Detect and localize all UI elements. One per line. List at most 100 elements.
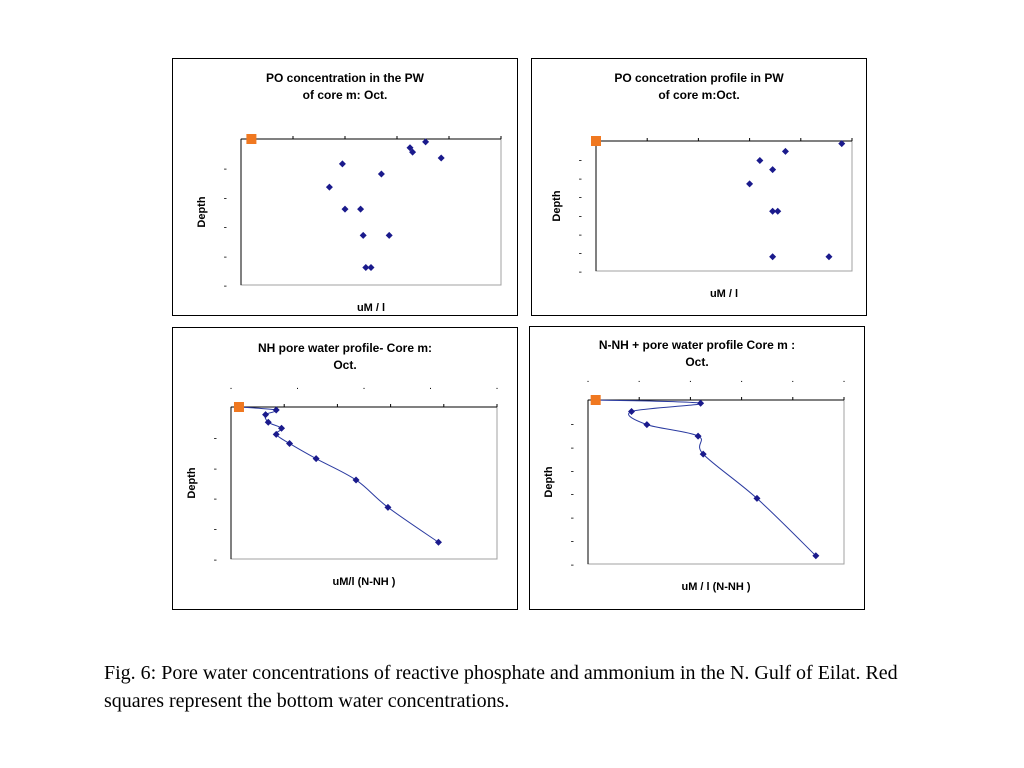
- chart-title-line-1: PO concentration in the PW: [265, 71, 424, 85]
- data-point: [769, 166, 777, 174]
- data-point: [338, 160, 346, 168]
- data-point: [262, 411, 270, 419]
- data-point: [437, 154, 445, 162]
- x-tick-label: .: [296, 381, 299, 392]
- data-point: [628, 407, 636, 415]
- data-point: [264, 418, 272, 426]
- y-axis-label: Depth: [196, 196, 208, 227]
- x-tick-label: .: [587, 374, 590, 385]
- y-tick-label: -: [579, 211, 582, 222]
- x-tick-label: .: [791, 374, 794, 385]
- x-axis-label: uM / l: [357, 302, 385, 314]
- y-tick-label: -: [579, 248, 582, 259]
- chart-title-line-2: of core m: Oct.: [302, 88, 388, 102]
- bottom-water-marker: [590, 395, 601, 405]
- chart-title: N-NH + pore water profile Core m : Oct.: [530, 337, 864, 371]
- y-tick-label: -: [224, 193, 227, 204]
- x-tick-label: .: [740, 374, 743, 385]
- data-point: [384, 503, 392, 511]
- chart-title-line-2: of core m:Oct.: [658, 88, 740, 102]
- y-tick-label: -: [579, 267, 582, 278]
- x-tick-label: .: [363, 381, 366, 392]
- chart-title-line-1: N-NH + pore water profile Core m :: [598, 338, 796, 352]
- y-tick-label: -: [571, 443, 574, 454]
- y-tick-label: -: [571, 466, 574, 477]
- data-point: [352, 476, 360, 484]
- x-axis-label: uM / l (N-NH ): [681, 581, 750, 593]
- data-point: [769, 207, 777, 215]
- y-tick-label: -: [224, 281, 227, 292]
- figure-caption: Fig. 6: Pore water concentrations of rea…: [104, 662, 898, 712]
- y-tick-label: -: [571, 419, 574, 430]
- y-tick-label: -: [571, 537, 574, 548]
- data-point: [756, 157, 764, 164]
- data-point: [769, 253, 777, 261]
- chart-panel-3: NH pore water profile- Core m: Oct. ....…: [172, 327, 518, 610]
- y-tick-label: -: [579, 230, 582, 241]
- chart-panel-1: PO concentration in the PW of core m: Oc…: [172, 58, 518, 316]
- chart-title: PO concentration in the PW of core m: Oc…: [173, 70, 517, 104]
- x-tick-label: .: [843, 374, 846, 385]
- data-point: [286, 439, 294, 447]
- data-point: [409, 148, 417, 156]
- chart-panel-2: PO concetration profile in PW of core m:…: [531, 58, 867, 316]
- chart-svg: - - - - - Depth uM / l: [196, 134, 502, 314]
- data-point: [643, 421, 651, 429]
- y-tick-label: -: [571, 490, 574, 501]
- data-point: [325, 183, 333, 191]
- y-tick-label: -: [214, 525, 217, 536]
- chart-title: PO concetration profile in PW of core m:…: [532, 70, 866, 104]
- chart-panel-4: N-NH + pore water profile Core m : Oct. …: [529, 326, 865, 610]
- data-point: [697, 399, 705, 407]
- y-tick-label: -: [579, 193, 582, 204]
- bottom-water-marker: [591, 136, 601, 146]
- data-point: [774, 207, 782, 215]
- x-axis-label: uM / l: [710, 288, 738, 300]
- data-point: [362, 263, 370, 271]
- data-point: [377, 170, 385, 178]
- x-axis-label: uM/l (N-NH ): [333, 576, 396, 588]
- y-tick-label: -: [571, 560, 574, 571]
- plot-area: [595, 140, 853, 272]
- y-tick-label: -: [214, 494, 217, 505]
- data-point: [746, 180, 754, 188]
- data-point: [278, 424, 286, 432]
- series-line: [238, 406, 439, 543]
- plot-area: [587, 399, 845, 565]
- data-point: [422, 138, 430, 146]
- y-tick-label: -: [579, 174, 582, 185]
- data-point: [272, 406, 280, 414]
- y-tick-label: -: [224, 164, 227, 175]
- y-axis-label: Depth: [551, 190, 563, 221]
- chart-svg: .... . - - - - - Depth uM/l (N-NH ): [186, 381, 499, 588]
- chart-svg: - - - - - - - Depth uM / l: [551, 136, 853, 300]
- y-axis-label: Depth: [186, 467, 198, 498]
- x-tick-label: .: [496, 381, 499, 392]
- series-line: [595, 399, 817, 557]
- y-axis-label: Depth: [543, 466, 555, 497]
- x-tick-label: .: [689, 374, 692, 385]
- data-point: [312, 455, 320, 463]
- data-point: [385, 231, 393, 239]
- x-tick-label: .: [638, 374, 641, 385]
- y-tick-label: -: [224, 223, 227, 234]
- y-tick-label: -: [214, 555, 217, 566]
- data-point: [357, 205, 365, 213]
- plot-area: [240, 138, 502, 286]
- y-tick-label: -: [214, 433, 217, 444]
- data-point: [406, 144, 414, 152]
- chart-title-line-2: Oct.: [685, 355, 709, 369]
- bottom-water-marker: [246, 134, 257, 144]
- data-point: [341, 205, 349, 213]
- data-point: [753, 494, 761, 502]
- data-point: [694, 432, 702, 440]
- data-point: [367, 263, 375, 271]
- chart-title-line-1: PO concetration profile in PW: [614, 71, 784, 85]
- bottom-water-marker: [233, 402, 244, 412]
- data-point: [838, 140, 846, 148]
- plot-area: [230, 406, 498, 560]
- chart-title-line-2: Oct.: [333, 358, 357, 372]
- chart-svg: ..... . - - - - - - - Depth uM / l (N-NH ): [543, 374, 846, 593]
- data-point: [359, 231, 367, 239]
- y-tick-label: -: [571, 513, 574, 524]
